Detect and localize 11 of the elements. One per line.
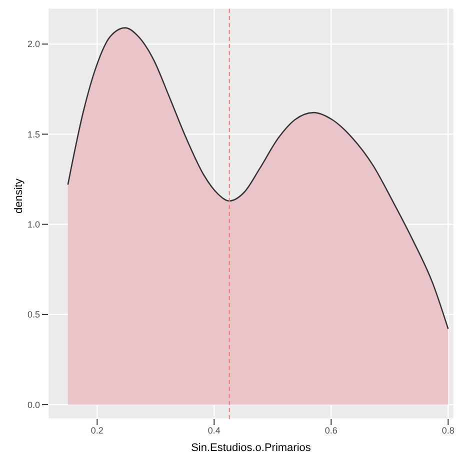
y-tick-label: 2.0 [27, 39, 40, 50]
x-axis-title: Sin.Estudios.o.Primarios [191, 442, 312, 454]
x-tick-label: 0.6 [324, 425, 338, 436]
y-tick-label: 0.5 [27, 310, 40, 320]
x-tick-label: 0.2 [90, 425, 104, 436]
y-axis-title: density [12, 178, 25, 214]
y-tick-label: 1.0 [27, 220, 40, 230]
y-tick-label: 1.5 [27, 129, 40, 140]
y-tick-label: 0.0 [27, 400, 40, 410]
x-tick-label: 0.4 [208, 425, 220, 436]
x-tick-label: 0.8 [442, 425, 454, 436]
